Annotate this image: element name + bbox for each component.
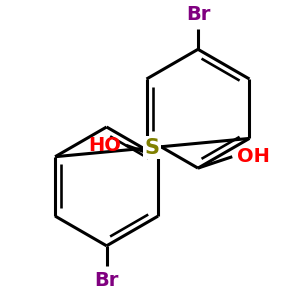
Text: OH: OH xyxy=(237,147,270,166)
Text: S: S xyxy=(145,138,160,158)
Text: Br: Br xyxy=(186,5,210,24)
Text: HO: HO xyxy=(88,136,122,155)
Text: Br: Br xyxy=(94,271,119,290)
